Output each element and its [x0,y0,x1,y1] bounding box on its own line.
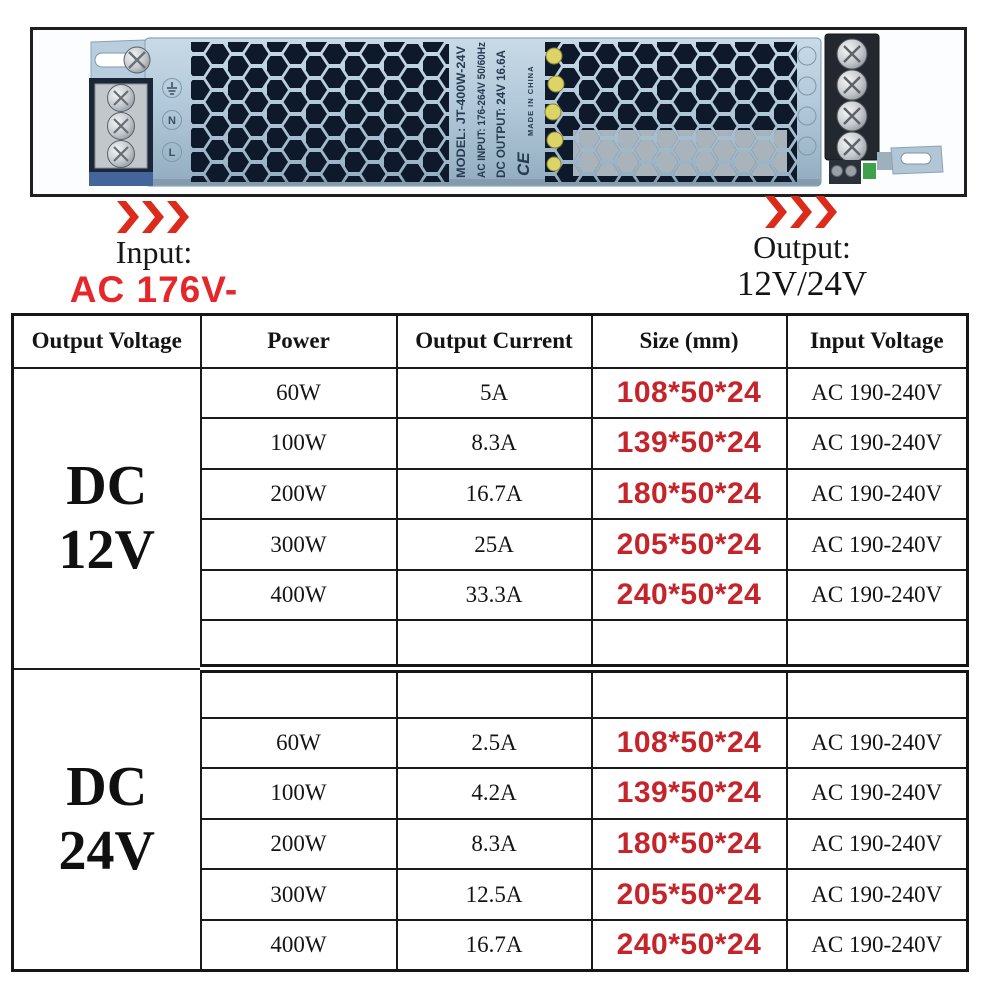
dc-output-line: DC OUTPUT: 24V 16.6A [494,50,508,178]
table-row: 60W 2.5A 108*50*24 AC 190-240V [13,716,969,770]
cell-output-current: 4.2A [395,767,593,820]
cell-empty [199,667,398,719]
cell-input-voltage: AC 190-240V [785,467,969,521]
cell-size: 108*50*24 [590,716,788,770]
header-row: Output Voltage Power Output Current Size… [11,313,969,369]
cell-output-current: 25A [395,518,593,571]
spacer-row: DC 24V [11,667,969,972]
power-supply-illustration: N L MODEL: JT-400W-24V AC INPUT: 176-264… [89,33,944,187]
vent-grille-left [191,42,449,182]
cell-power: 300W [199,868,398,921]
model-label: MODEL: JT-400W-24V AC INPUT: 176-264V 50… [454,42,535,178]
cell-input-voltage: AC 190-240V [785,518,969,571]
ce-mark: CE [514,152,533,176]
table-row: 300W 25A 205*50*24 AC 190-240V [13,518,969,571]
cell-output-current: 8.3A [395,417,593,470]
table-row: 300W 12.5A 205*50*24 AC 190-240V [13,868,969,921]
cell-empty [785,667,969,719]
cell-input-voltage: AC 190-240V [785,417,969,470]
screw-icon [123,46,151,74]
cell-input-voltage: AC 190-240V [785,817,969,871]
cell-power: 100W [199,767,398,820]
cell-size: 139*50*24 [590,417,788,470]
spacer-row [13,619,969,674]
cell-size: 205*50*24 [590,868,788,921]
cell-power: 200W [199,467,398,521]
vent-grille-light-area [573,130,787,176]
header-output-voltage: Output Voltage [11,313,202,369]
cell-output-voltage: DC 12V [11,366,202,670]
terminal-block-input [89,78,153,186]
cell-empty [199,619,398,674]
cell-input-voltage: AC 190-240V [785,918,969,972]
cell-empty [395,619,593,674]
cell-size: 205*50*24 [590,518,788,571]
terminal-n-label: N [168,115,176,127]
cell-empty [395,667,593,719]
cell-size: 108*50*24 [590,366,788,420]
cell-output-current: 16.7A [395,918,593,972]
table-row: 200W 8.3A 180*50*24 AC 190-240V [13,817,969,871]
cell-output-current: 12.5A [395,868,593,921]
cell-size: 240*50*24 [590,918,788,972]
cell-output-voltage: DC 24V [11,667,202,972]
cell-power: 60W [199,716,398,770]
cell-input-voltage: AC 190-240V [785,568,969,622]
table-row: 100W 4.2A 139*50*24 AC 190-240V [13,767,969,820]
chevron-arrows-icon [117,201,189,233]
cell-empty [590,667,788,719]
cell-size: 180*50*24 [590,467,788,521]
cell-empty [785,619,969,674]
wire-dots [544,47,565,172]
model-line: MODEL: JT-400W-24V [454,46,468,178]
cell-output-current: 5A [395,366,593,420]
cell-output-current: 2.5A [395,716,593,770]
table-row: 200W 16.7A 180*50*24 AC 190-240V [13,467,969,521]
cell-power: 400W [199,918,398,972]
cell-empty [590,619,788,674]
terminal-l-label: L [169,147,176,159]
cell-power: 300W [199,518,398,571]
product-photo: N L MODEL: JT-400W-24V AC INPUT: 176-264… [30,27,967,197]
cell-output-current: 16.7A [395,467,593,521]
table-row: 400W 16.7A 240*50*24 AC 190-240V [13,918,969,972]
cell-size: 139*50*24 [590,767,788,820]
cell-power: 200W [199,817,398,871]
ground-symbol-icon [167,82,177,95]
cell-input-voltage: AC 190-240V [785,868,969,921]
cell-output-current: 33.3A [395,568,593,622]
made-in-label: MADE IN CHINA [526,66,535,137]
terminal-block-output [824,33,880,184]
cell-size: 180*50*24 [590,817,788,871]
header-size: Size (mm) [590,313,788,369]
table-row: 100W 8.3A 139*50*24 AC 190-240V [13,417,969,470]
cell-input-voltage: AC 190-240V [785,716,969,770]
mounting-ear-right [877,145,944,175]
cell-power: 100W [199,417,398,470]
header-output-current: Output Current [395,313,593,369]
output-annotation: Output: 12V/24V [678,196,926,303]
chevron-arrows-icon [765,196,837,228]
cell-power: 400W [199,568,398,622]
header-power: Power [199,313,398,369]
cell-size: 240*50*24 [590,568,788,622]
cell-output-current: 8.3A [395,817,593,871]
terminal-markings [162,78,182,162]
header-input-voltage: Input Voltage [785,313,969,369]
table-row: 400W 33.3A 240*50*24 AC 190-240V [13,568,969,622]
cell-input-voltage: AC 190-240V [785,366,969,420]
output-voltage-options: 12V/24V [736,264,868,303]
cell-power: 60W [199,366,398,420]
output-markings [797,46,817,156]
ac-input-line: AC INPUT: 176-264V 50/60Hz [476,42,488,178]
output-title: Output: [753,229,851,265]
table-row: DC 12V 60W 5A 108*50*24 AC 190-240V [11,366,969,670]
input-title: Input: [115,234,193,270]
spec-table: Output Voltage Power Output Current Size… [11,313,969,972]
cell-input-voltage: AC 190-240V [785,767,969,820]
